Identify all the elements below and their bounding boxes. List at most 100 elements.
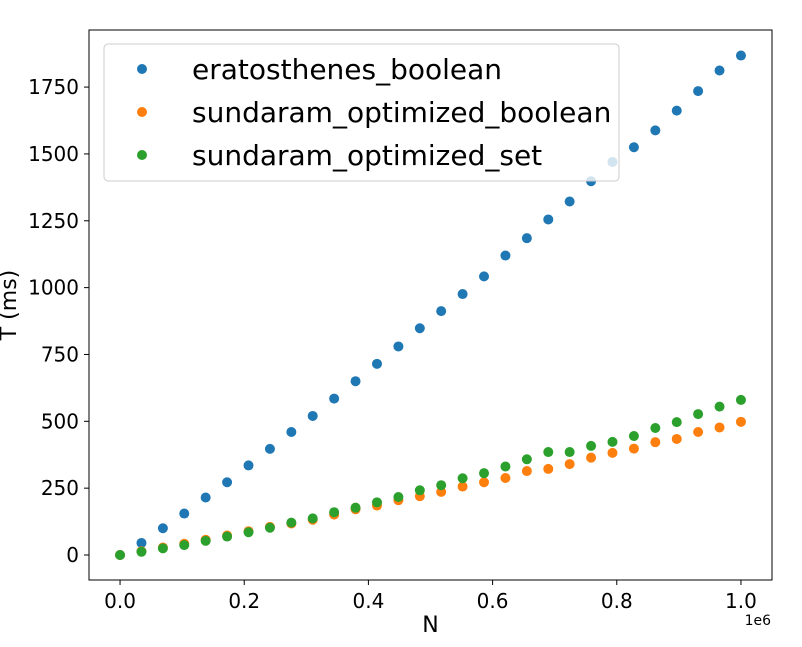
- data-point: [671, 417, 682, 428]
- data-point: [115, 550, 126, 560]
- legend-label: sundaram_optimized_set: [192, 139, 542, 172]
- data-point: [500, 472, 511, 483]
- legend: eratosthenes_boolean sundaram_optimized_b…: [103, 43, 620, 182]
- data-point: [735, 50, 746, 61]
- data-point: [157, 543, 168, 554]
- data-point: [500, 461, 511, 472]
- data-point: [264, 443, 275, 454]
- y-tick-label: 1000: [28, 276, 79, 300]
- data-point: [650, 437, 661, 448]
- data-point: [243, 527, 254, 538]
- data-point: [693, 427, 704, 438]
- data-point: [479, 477, 490, 488]
- data-point: [521, 466, 532, 477]
- legend-box: [103, 43, 620, 182]
- data-point: [414, 485, 425, 496]
- data-point: [350, 502, 361, 513]
- data-point: [307, 410, 318, 421]
- data-point: [714, 401, 725, 412]
- data-point: [586, 452, 597, 463]
- data-point: [693, 86, 704, 97]
- legend-marker: [137, 107, 147, 117]
- data-point: [436, 480, 447, 491]
- legend-marker: [137, 64, 147, 74]
- data-point: [735, 416, 746, 427]
- x-tick-label: 0.0: [104, 589, 136, 613]
- data-point: [222, 531, 233, 542]
- data-point: [414, 323, 425, 334]
- data-point: [543, 447, 554, 458]
- data-point: [650, 422, 661, 433]
- data-point: [607, 447, 618, 458]
- x-tick-label: 0.8: [601, 589, 633, 613]
- data-point: [628, 443, 639, 454]
- y-tick-label: 0: [66, 543, 79, 567]
- y-tick-label: 500: [41, 409, 79, 433]
- x-tick-label: 1.0: [725, 589, 757, 613]
- data-point: [543, 463, 554, 474]
- y-tick-label: 750: [41, 342, 79, 366]
- data-point: [264, 522, 275, 533]
- data-point: [157, 523, 168, 534]
- data-point: [136, 537, 147, 548]
- y-tick-label: 1750: [28, 75, 79, 99]
- data-point: [628, 431, 639, 442]
- legend-marker: [137, 150, 147, 160]
- data-point: [714, 422, 725, 433]
- data-point: [457, 289, 468, 300]
- series-eratosthenes_boolean: [115, 50, 746, 560]
- y-axis-label: T (ms): [0, 270, 22, 342]
- data-point: [521, 233, 532, 244]
- data-point: [607, 436, 618, 447]
- data-point: [671, 433, 682, 444]
- data-point: [136, 546, 147, 557]
- data-point: [457, 481, 468, 492]
- data-point: [628, 142, 639, 153]
- data-point: [543, 214, 554, 225]
- data-point: [671, 105, 682, 116]
- y-axis-ticks: 0 250 500 750 1000 1250 1500 1750: [28, 75, 89, 567]
- data-point: [479, 271, 490, 282]
- data-point: [564, 459, 575, 470]
- data-point: [479, 468, 490, 479]
- data-point: [329, 393, 340, 404]
- data-point: [371, 358, 382, 369]
- data-point: [307, 513, 318, 524]
- y-tick-label: 1250: [28, 209, 79, 233]
- data-point: [222, 477, 233, 488]
- data-point: [371, 497, 382, 508]
- data-point: [735, 394, 746, 405]
- data-point: [200, 492, 211, 503]
- data-point: [286, 517, 297, 528]
- data-point: [329, 507, 340, 518]
- data-point: [179, 508, 190, 519]
- data-point: [200, 535, 211, 546]
- x-tick-label: 0.4: [353, 589, 385, 613]
- x-axis-offset-label: 1e6: [745, 613, 772, 629]
- data-point: [500, 250, 511, 261]
- data-points: [115, 50, 746, 560]
- data-point: [457, 473, 468, 484]
- y-tick-label: 1500: [28, 142, 79, 166]
- legend-label: eratosthenes_boolean: [192, 53, 502, 86]
- x-axis-label: N: [422, 613, 438, 638]
- data-point: [393, 341, 404, 352]
- y-tick-label: 250: [41, 476, 79, 500]
- data-point: [564, 447, 575, 458]
- data-point: [286, 427, 297, 438]
- data-point: [564, 196, 575, 207]
- series-sundaram_optimized_set: [115, 394, 746, 560]
- data-point: [393, 491, 404, 502]
- data-point: [714, 65, 725, 76]
- data-point: [243, 460, 254, 471]
- data-point: [436, 306, 447, 317]
- x-tick-label: 0.6: [477, 589, 509, 613]
- x-axis-ticks: 0.0 0.2 0.4 0.6 0.8 1.0: [104, 580, 757, 613]
- data-point: [650, 125, 661, 136]
- data-point: [179, 540, 190, 551]
- data-point: [693, 409, 704, 420]
- data-point: [586, 440, 597, 451]
- data-point: [521, 454, 532, 465]
- x-tick-label: 0.2: [228, 589, 260, 613]
